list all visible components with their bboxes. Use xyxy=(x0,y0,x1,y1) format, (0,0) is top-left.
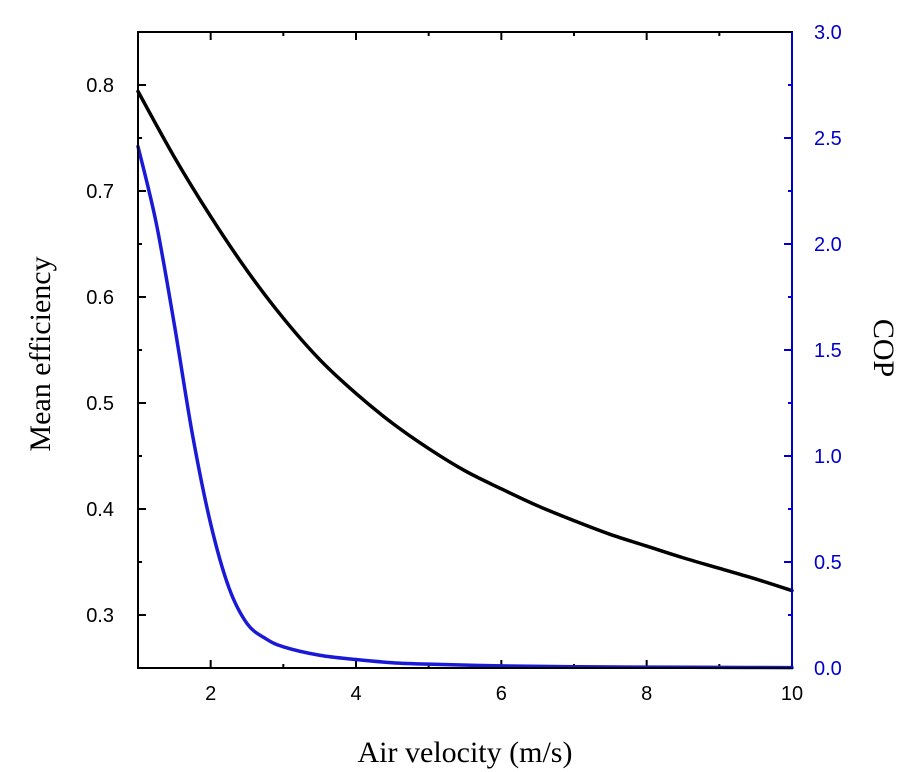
y-tick-label: 0.6 xyxy=(86,287,114,309)
efficiency-series-line xyxy=(136,89,794,593)
y2-tick-label: 1.0 xyxy=(814,446,842,468)
y2-tick-label: 2.0 xyxy=(814,234,842,256)
x-tick-label: 10 xyxy=(781,683,803,705)
y2-axis-title: COP xyxy=(867,319,900,377)
x-tick-label: 4 xyxy=(350,683,361,705)
x-tick-label: 8 xyxy=(641,683,652,705)
y2-tick-label: 0.0 xyxy=(814,658,842,680)
y-axis-title: Mean efficiency xyxy=(24,256,57,451)
x-tick-label: 6 xyxy=(496,683,507,705)
y2-tick-label: 2.5 xyxy=(814,128,842,150)
cop-series-line xyxy=(136,144,794,670)
y-tick-label: 0.8 xyxy=(86,75,114,97)
y2-tick-label: 1.5 xyxy=(814,340,842,362)
plot-frame xyxy=(137,31,793,669)
y-tick-label: 0.4 xyxy=(86,499,114,521)
y-tick-label: 0.3 xyxy=(86,605,114,627)
x-axis-title: Air velocity (m/s) xyxy=(358,736,573,769)
x-tick-label: 2 xyxy=(205,683,216,705)
y2-tick-label: 3.0 xyxy=(814,22,842,44)
y-tick-label: 0.7 xyxy=(86,181,114,203)
y2-tick-label: 0.5 xyxy=(814,552,842,574)
y-tick-label: 0.5 xyxy=(86,393,114,415)
